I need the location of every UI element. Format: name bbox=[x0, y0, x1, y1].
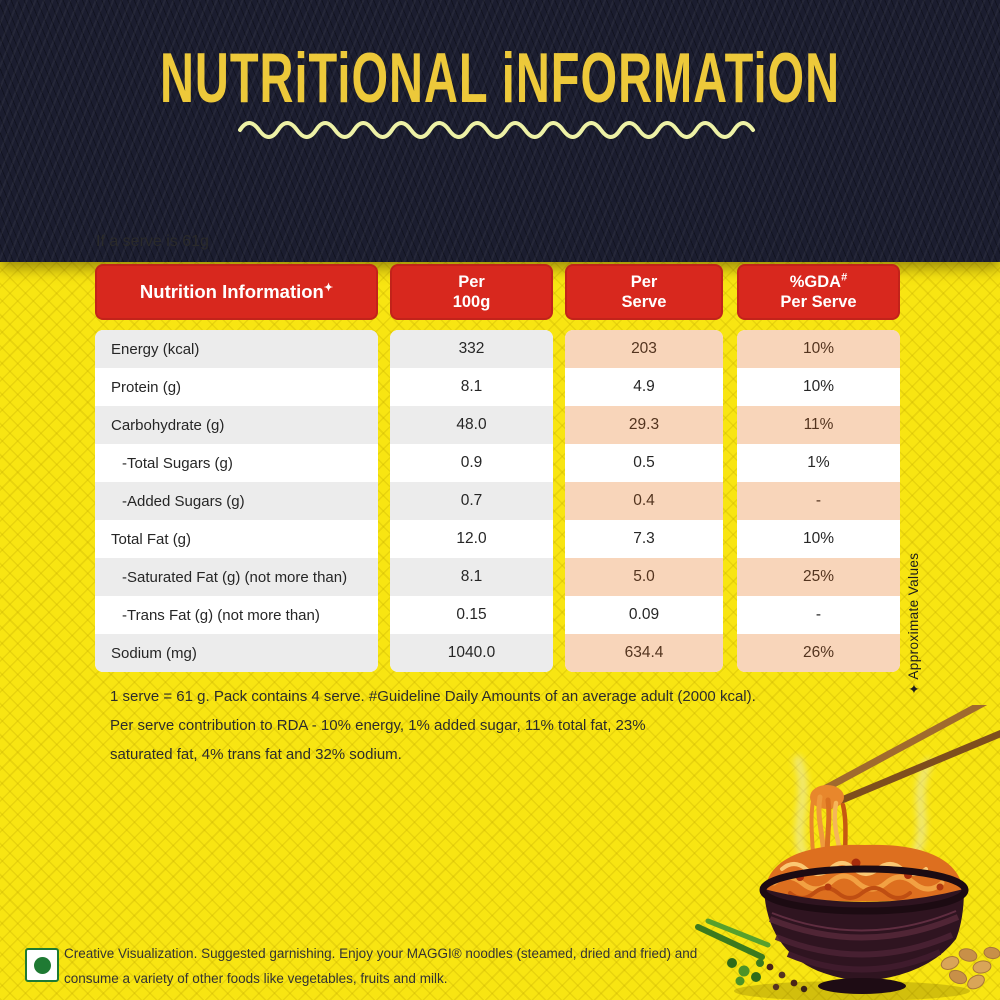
peanuts bbox=[940, 946, 1000, 990]
value-cell: 1% bbox=[807, 454, 830, 471]
value-cell: 203 bbox=[565, 330, 723, 368]
peppercorns bbox=[766, 963, 808, 993]
gda-footnote: 1 serve = 61 g. Pack contains 4 serve. #… bbox=[110, 682, 810, 769]
header-line: %GDA# bbox=[789, 271, 848, 291]
table-column-per-serve: 203 4.9 29.3 0.5 0.4 7.3 5.0 0.09 634.4 bbox=[565, 330, 723, 672]
footnote-line: saturated fat, 4% trans fat and 32% sodi… bbox=[110, 746, 402, 763]
value-cell: 8.1 bbox=[390, 558, 553, 596]
value-cell: 7.3 bbox=[633, 530, 655, 547]
value-cell: 0.7 bbox=[390, 482, 553, 520]
value-cell: 10% bbox=[802, 378, 835, 395]
value-cell: 5.0 bbox=[565, 558, 723, 596]
footnote-mark: # bbox=[841, 271, 848, 284]
header-label: Nutrition Information✦ bbox=[139, 281, 334, 302]
value-cell: 29.3 bbox=[565, 406, 723, 444]
footnote-line: Per serve contribution to RDA - 10% ener… bbox=[110, 717, 646, 734]
row-label: Carbohydrate (g) bbox=[95, 406, 378, 444]
value-cell: 26% bbox=[737, 634, 900, 672]
bowl bbox=[759, 865, 969, 994]
value-cell: 332 bbox=[390, 330, 553, 368]
value-cell: 8.1 bbox=[460, 378, 483, 395]
value-cell: 1040.0 bbox=[390, 634, 553, 672]
column-header-per-serve: Per Serve bbox=[565, 264, 723, 320]
footnote-line: 1 serve = 61 g. Pack contains 4 serve. #… bbox=[110, 688, 756, 705]
serve-size-note: If a serve is 61g bbox=[96, 233, 209, 250]
row-label: Energy (kcal) bbox=[95, 330, 378, 368]
note-line: consume a variety of other foods like ve… bbox=[64, 970, 448, 986]
header-line: Per bbox=[630, 273, 658, 291]
value-cell: 25% bbox=[737, 558, 900, 596]
value-cell: 11% bbox=[737, 406, 900, 444]
row-label: -Trans Fat (g) (not more than) bbox=[122, 606, 320, 624]
wavy-underline bbox=[238, 121, 755, 139]
value-cell: 4.9 bbox=[633, 378, 655, 395]
value-cell: 634.4 bbox=[565, 634, 723, 672]
value-cell: 10% bbox=[802, 530, 835, 547]
value-cell: 12.0 bbox=[456, 530, 487, 547]
value-cell: 0.9 bbox=[460, 454, 483, 471]
value-cell: 0.15 bbox=[456, 606, 487, 623]
veg-mark-dot bbox=[33, 956, 51, 974]
value-cell: 0.4 bbox=[565, 482, 723, 520]
column-header-nutrition-information: Nutrition Information✦ bbox=[95, 264, 378, 320]
footnote-mark: ✦ bbox=[323, 281, 334, 294]
value-cell: 10% bbox=[737, 330, 900, 368]
row-label: -Added Sugars (g) bbox=[95, 482, 378, 520]
header-line: Per bbox=[458, 273, 485, 291]
header-line: Per Serve bbox=[780, 293, 857, 311]
row-label: Protein (g) bbox=[111, 378, 182, 396]
row-label: -Total Sugars (g) bbox=[122, 454, 233, 472]
approximate-values-note: ✦Approximate Values bbox=[906, 552, 921, 696]
veg-mark-icon bbox=[25, 948, 59, 982]
steam bbox=[793, 755, 933, 865]
column-header-per-100g: Per 100g bbox=[390, 264, 553, 320]
noodle-bowl-illustration bbox=[695, 705, 1000, 1000]
note-line: Creative Visualization. Suggested garnis… bbox=[64, 946, 698, 961]
creative-visualization-note: Creative Visualization. Suggested garnis… bbox=[64, 942, 712, 991]
table-column-labels: Energy (kcal) Protein (g) Carbohydrate (… bbox=[95, 330, 378, 672]
value-cell: 48.0 bbox=[390, 406, 553, 444]
table-column-gda: 10% 10% 11% 1% - 10% 25% - 26% bbox=[737, 330, 900, 672]
banner-torn-paper: NUTRiTiONAL iNFORMATiON bbox=[0, 0, 1000, 262]
scallions bbox=[695, 918, 771, 986]
value-cell: 0.5 bbox=[633, 454, 655, 471]
row-label: Sodium (mg) bbox=[95, 634, 378, 672]
page-title: NUTRiTiONAL iNFORMATiON bbox=[159, 37, 841, 118]
column-header-gda-per-serve: %GDA# Per Serve bbox=[737, 264, 900, 320]
header-line: Serve bbox=[621, 293, 667, 311]
row-label: -Saturated Fat (g) (not more than) bbox=[95, 558, 378, 596]
header-line: 100g bbox=[452, 293, 491, 311]
row-label: Total Fat (g) bbox=[111, 530, 192, 548]
banner-background: NUTRiTiONAL iNFORMATiON bbox=[0, 0, 1000, 262]
table-column-per-100g: 332 8.1 48.0 0.9 0.7 12.0 8.1 0.15 1040.… bbox=[390, 330, 553, 672]
value-cell: - bbox=[815, 606, 822, 623]
value-cell: - bbox=[737, 482, 900, 520]
value-cell: 0.09 bbox=[628, 606, 660, 623]
